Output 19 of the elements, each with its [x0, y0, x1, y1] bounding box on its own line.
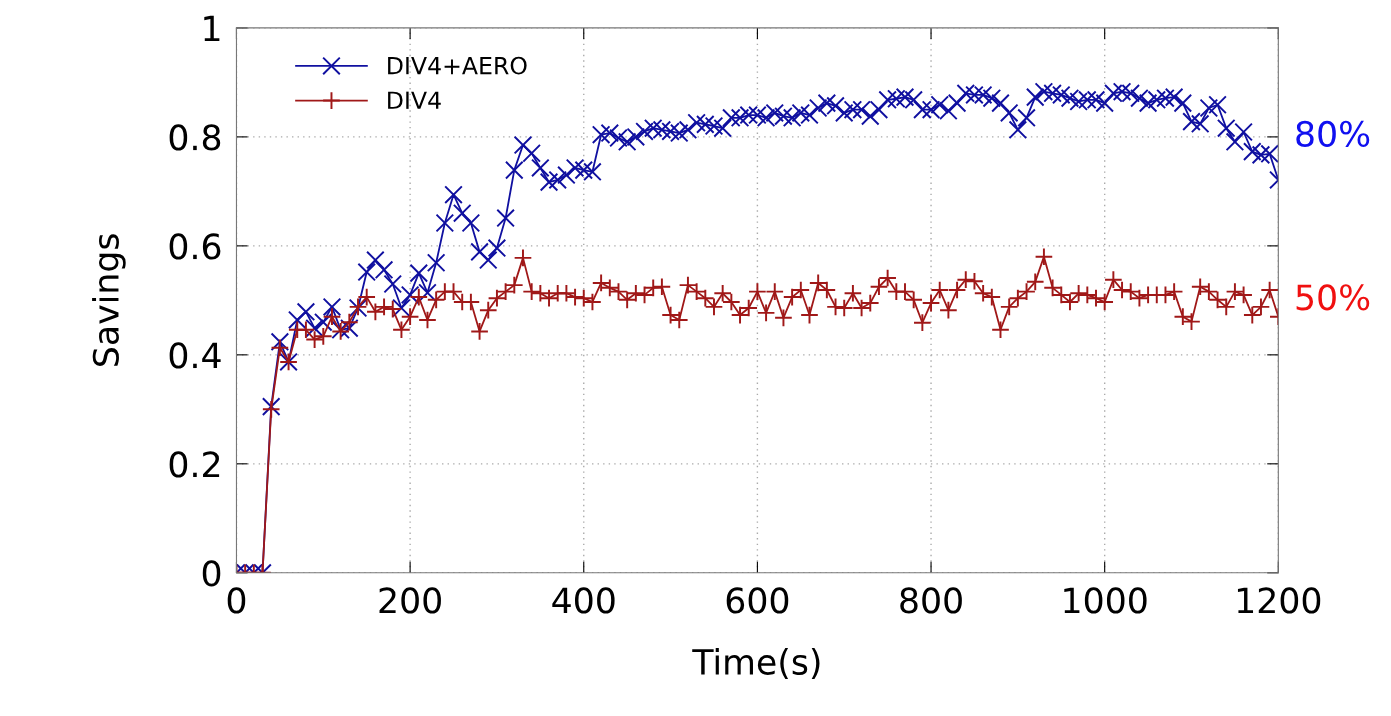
y-tick-label: 0.6	[169, 233, 221, 260]
x-tick-label: 400	[552, 587, 615, 614]
x-tick-label: 600	[726, 587, 789, 614]
text: 50%	[1296, 284, 1370, 311]
x-tick-label: 1200	[1237, 587, 1321, 614]
x-tick-label: 200	[379, 587, 441, 614]
y-tick-label: 0.8	[169, 124, 221, 151]
legend-label: DIV4+AERO	[388, 56, 527, 75]
x-tick-label: 800	[900, 587, 962, 614]
y-tick-label: 0.4	[169, 342, 221, 369]
legend-label: DIV4	[388, 91, 441, 109]
x-tick-label: 1000	[1064, 587, 1147, 614]
y-tick-label: 1	[204, 15, 220, 42]
text: 80%	[1296, 120, 1370, 147]
y-tick-label: 0.2	[169, 451, 220, 478]
x-tick-label: 0	[227, 587, 246, 614]
y-axis-title: Savings	[92, 234, 126, 366]
y-tick-label: 0	[202, 560, 221, 587]
x-axis-title: Time(s)	[692, 648, 820, 680]
